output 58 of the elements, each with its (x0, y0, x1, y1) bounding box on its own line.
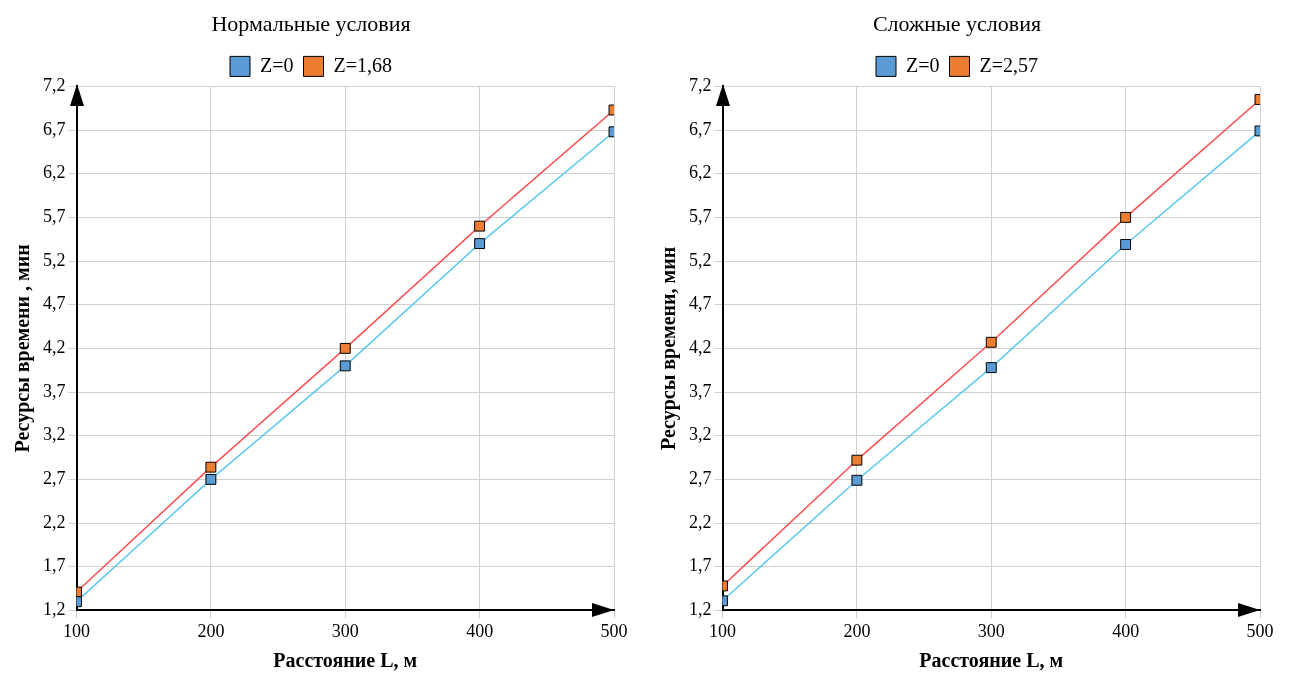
y-axis-title: Ресурсы времени , мин (11, 244, 35, 453)
point (339, 342, 351, 354)
x-axis-title: Расстояние L, м (273, 649, 418, 672)
y-tick-label: 3,7 (689, 380, 712, 401)
point (1120, 239, 1132, 250)
y-tick-label: 6,7 (689, 118, 712, 139)
y-tick-label: 1,2 (43, 599, 66, 620)
x-tick-label: 400 (466, 620, 494, 641)
x-axis-title: Расстояние L, м (919, 649, 1064, 672)
y-tick-label: 2,7 (689, 468, 712, 489)
chart-title: Сложные условия (872, 10, 1042, 36)
y-tick-label: 5,2 (689, 249, 712, 270)
point (985, 362, 997, 374)
x-tick-label: 400 (1112, 620, 1140, 641)
legend-label: Z=2,57 (979, 53, 1038, 76)
y-tick-label: 1,7 (689, 555, 712, 576)
y-tick-label: 2,2 (43, 511, 66, 532)
chart-title: Нормальные условия (211, 10, 411, 36)
y-tick-label: 6,2 (689, 162, 712, 183)
y-tick-label: 6,2 (43, 162, 66, 183)
y-tick-label: 1,2 (689, 599, 712, 620)
y-tick-label: 5,7 (43, 206, 66, 227)
x-tick-label: 200 (843, 620, 871, 641)
x-tick-label: 500 (600, 620, 628, 641)
y-tick-label: 7,2 (689, 75, 712, 96)
y-tick-label: 3,2 (43, 424, 66, 445)
y-axis-title: Ресурсы времени, мин (657, 246, 681, 451)
point (1120, 211, 1132, 223)
x-tick-label: 100 (63, 620, 90, 641)
y-tick-label: 3,7 (43, 380, 66, 401)
point (474, 238, 486, 250)
y-tick-label: 5,2 (43, 249, 66, 270)
point (205, 461, 217, 473)
y-tick-label: 5,7 (689, 206, 712, 227)
point (851, 454, 863, 466)
y-tick-label: 4,7 (43, 293, 66, 314)
point (205, 473, 217, 485)
y-tick-label: 4,2 (43, 337, 66, 358)
legend-label: Z=0 (260, 53, 294, 76)
x-tick-label: 500 (1246, 620, 1274, 641)
y-tick-label: 7,2 (43, 75, 66, 96)
legend-label: Z=1,68 (333, 53, 392, 76)
point (851, 474, 863, 486)
point (339, 360, 351, 372)
y-tick-label: 4,7 (689, 293, 712, 314)
y-tick-label: 4,2 (689, 337, 712, 358)
y-tick-label: 1,7 (43, 555, 66, 576)
y-tick-label: 2,7 (43, 468, 66, 489)
x-tick-label: 300 (977, 620, 1005, 641)
x-tick-label: 200 (197, 620, 225, 641)
point (474, 220, 486, 232)
y-tick-label: 2,2 (689, 511, 712, 532)
y-tick-label: 6,7 (43, 118, 66, 139)
point (985, 336, 997, 348)
y-tick-label: 3,2 (689, 424, 712, 445)
x-tick-label: 300 (331, 620, 359, 641)
x-tick-label: 100 (709, 620, 736, 641)
legend-label: Z=0 (906, 53, 940, 76)
